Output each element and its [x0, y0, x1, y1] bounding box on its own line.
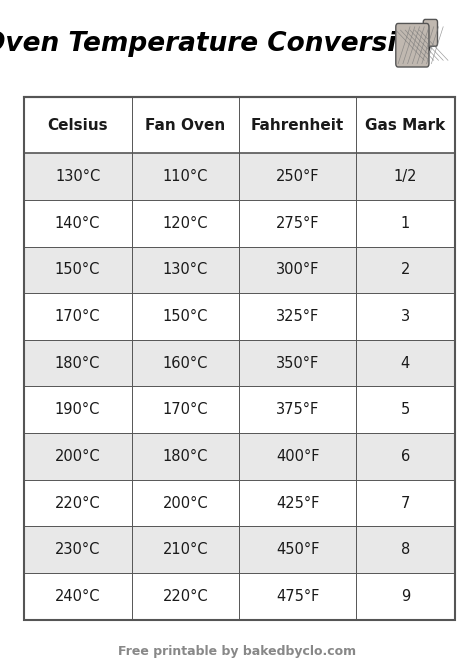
Text: 375°F: 375°F	[276, 402, 319, 417]
Text: 400°F: 400°F	[276, 449, 319, 464]
Bar	[24, 97, 455, 153]
Text: 170°C: 170°C	[55, 309, 100, 324]
Text: 325°F: 325°F	[276, 309, 319, 324]
Text: 350°F: 350°F	[276, 356, 319, 371]
Text: 7: 7	[401, 496, 410, 511]
Bar	[24, 573, 455, 620]
FancyBboxPatch shape	[396, 23, 429, 67]
Text: 8: 8	[401, 542, 410, 557]
Text: 5: 5	[401, 402, 410, 417]
Text: 130°C: 130°C	[163, 263, 208, 277]
Text: 210°C: 210°C	[163, 542, 208, 557]
Text: 190°C: 190°C	[55, 402, 100, 417]
Text: 180°C: 180°C	[55, 356, 100, 371]
Text: Fan Oven: Fan Oven	[146, 118, 226, 133]
Bar	[24, 293, 455, 340]
Text: 1/2: 1/2	[394, 169, 417, 184]
Text: 240°C: 240°C	[55, 589, 100, 604]
Text: 220°C: 220°C	[163, 589, 208, 604]
Text: 450°F: 450°F	[276, 542, 319, 557]
Text: 150°C: 150°C	[55, 263, 100, 277]
Bar	[24, 387, 455, 433]
Text: 275°F: 275°F	[276, 216, 319, 230]
Text: Gas Mark: Gas Mark	[365, 118, 446, 133]
Bar	[24, 153, 455, 200]
Bar	[24, 247, 455, 293]
Text: 250°F: 250°F	[276, 169, 319, 184]
Text: 475°F: 475°F	[276, 589, 319, 604]
Text: 180°C: 180°C	[163, 449, 208, 464]
Text: 3: 3	[401, 309, 410, 324]
Bar	[24, 340, 455, 387]
Text: 170°C: 170°C	[163, 402, 208, 417]
Text: 140°C: 140°C	[55, 216, 100, 230]
Text: 6: 6	[401, 449, 410, 464]
Text: 130°C: 130°C	[55, 169, 100, 184]
Text: 300°F: 300°F	[276, 263, 319, 277]
Bar	[24, 200, 455, 247]
Text: 230°C: 230°C	[55, 542, 100, 557]
Text: 200°C: 200°C	[163, 496, 208, 511]
Text: Celsius: Celsius	[47, 118, 108, 133]
Text: 200°C: 200°C	[55, 449, 100, 464]
Text: 220°C: 220°C	[55, 496, 100, 511]
Text: 120°C: 120°C	[163, 216, 208, 230]
Text: 9: 9	[401, 589, 410, 604]
Text: Fahrenheit: Fahrenheit	[251, 118, 344, 133]
FancyBboxPatch shape	[423, 19, 438, 46]
Text: 160°C: 160°C	[163, 356, 208, 371]
Bar	[24, 527, 455, 573]
Text: 425°F: 425°F	[276, 496, 319, 511]
Text: 1: 1	[401, 216, 410, 230]
Text: 2: 2	[401, 263, 410, 277]
Bar	[24, 480, 455, 527]
Text: 4: 4	[401, 356, 410, 371]
Bar	[24, 97, 455, 620]
Text: 110°C: 110°C	[163, 169, 208, 184]
Text: Free printable by bakedbyclo.com: Free printable by bakedbyclo.com	[118, 645, 356, 658]
Text: 150°C: 150°C	[163, 309, 208, 324]
Bar	[24, 433, 455, 480]
Text: Oven Temperature Conversion: Oven Temperature Conversion	[0, 31, 434, 56]
